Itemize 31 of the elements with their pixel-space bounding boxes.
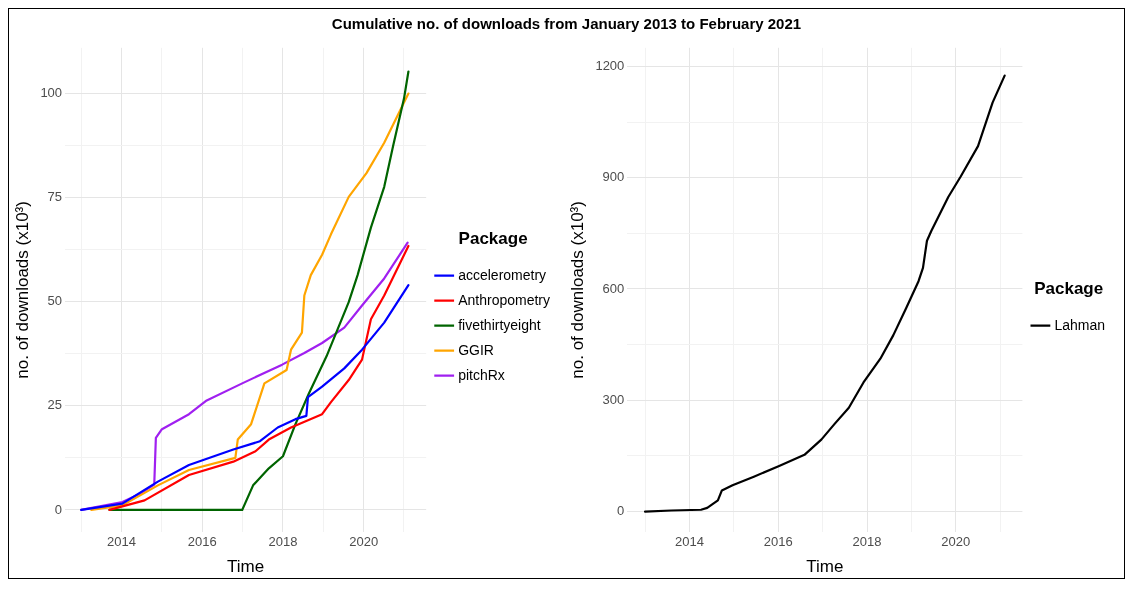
y-axis-title: no. of downloads (x10³) (567, 201, 587, 379)
x-tick-label: 2020 (349, 534, 379, 550)
y-tick-label: 900 (602, 169, 625, 185)
y-tick-label: 600 (602, 280, 625, 296)
legend-label: Anthropometry (458, 291, 551, 308)
y-tick-label: 0 (54, 501, 63, 517)
x-tick-label: 2014 (107, 534, 137, 550)
legend-label: pitchRx (458, 366, 505, 383)
y-tick-label: 100 (40, 85, 63, 101)
y-tick-label: 75 (47, 189, 63, 205)
y-axis-title: no. of downloads (x10³) (12, 201, 32, 379)
x-axis-title: Time (227, 557, 265, 577)
legend-label: accelerometry (458, 266, 547, 283)
legend-label: GGIR (458, 341, 494, 358)
x-tick-label: 2014 (675, 534, 704, 550)
legend-label: fivethirtyeight (458, 316, 541, 333)
y-tick-label: 1200 (595, 57, 625, 73)
y-tick-label: 0 (617, 503, 625, 519)
text: Cumulative no. of downloads from January 2013 to February 2021 (330, 14, 803, 34)
y-tick-label: 25 (47, 397, 63, 413)
x-axis-title: Time (806, 557, 844, 577)
x-tick-label: 2020 (941, 534, 971, 550)
x-tick-label: 2018 (852, 534, 882, 550)
y-tick-label: 50 (47, 293, 63, 309)
y-tick-label: 300 (602, 391, 625, 407)
legend-title: Package (1034, 279, 1104, 299)
legend-label: Lahman (1054, 316, 1105, 333)
legend-title: Package (458, 229, 528, 249)
x-tick-label: 2016 (187, 534, 217, 550)
x-tick-label: 2016 (763, 534, 793, 550)
x-tick-label: 2018 (268, 534, 298, 550)
